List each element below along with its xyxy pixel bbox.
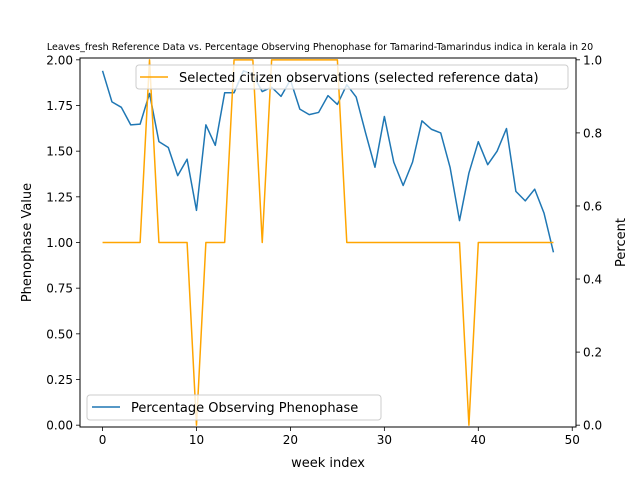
legend-upper-box <box>135 64 569 90</box>
x-tick-label: 0 <box>99 433 107 447</box>
x-axis: 0 10 20 30 40 50 <box>99 427 580 447</box>
y-right-tick-label: 0.2 <box>583 346 602 360</box>
y-right-tick-label: 0.0 <box>583 419 602 433</box>
y-left-tick-label: 0.00 <box>46 419 73 433</box>
y-left-tick-label: 2.00 <box>46 53 73 67</box>
x-tick-label: 30 <box>377 433 392 447</box>
y-axis-right-label: Percent <box>614 218 629 267</box>
series-line-percentage <box>101 70 555 253</box>
y-left-tick-label: 0.75 <box>46 282 73 296</box>
y-left-tick-label: 1.50 <box>46 145 73 159</box>
y-right-tick-label: 0.8 <box>583 126 602 140</box>
y-axis-left: 0.00 0.25 0.50 0.75 1.00 1.25 1.50 1.75 2.00 <box>46 53 80 433</box>
y-axis-left-label: Phenophase Value <box>20 183 35 302</box>
y-left-tick-label: 1.25 <box>46 190 73 204</box>
y-axis-right: 0.0 0.2 0.4 0.6 0.8 1.0 <box>576 53 602 433</box>
series-line-reference <box>102 59 554 426</box>
x-axis-label: week index <box>291 456 365 471</box>
y-left-tick-label: 0.25 <box>46 373 73 387</box>
legend-upper: Selected citizen observations (selected … <box>135 64 569 90</box>
x-tick-label: 50 <box>565 433 580 447</box>
y-right-tick-label: 1.0 <box>583 53 602 67</box>
series-layer <box>101 59 555 426</box>
legend-lower-box <box>86 394 382 421</box>
y-left-tick-label: 1.00 <box>46 236 73 250</box>
y-left-tick-label: 0.50 <box>46 327 73 341</box>
y-left-tick-label: 1.75 <box>46 99 73 113</box>
legend-lower-label: Percentage Observing Phenophase <box>131 401 358 416</box>
legend-lower: Percentage Observing Phenophase <box>86 394 382 421</box>
y-right-tick-label: 0.6 <box>583 199 602 213</box>
x-tick-label: 10 <box>189 433 204 447</box>
chart-title: Leaves_fresh Reference Data vs. Percenta… <box>47 42 593 53</box>
y-right-tick-label: 0.4 <box>583 273 602 287</box>
x-tick-label: 20 <box>283 433 298 447</box>
x-tick-label: 40 <box>471 433 486 447</box>
legend-upper-label: Selected citizen observations (selected … <box>179 71 539 86</box>
